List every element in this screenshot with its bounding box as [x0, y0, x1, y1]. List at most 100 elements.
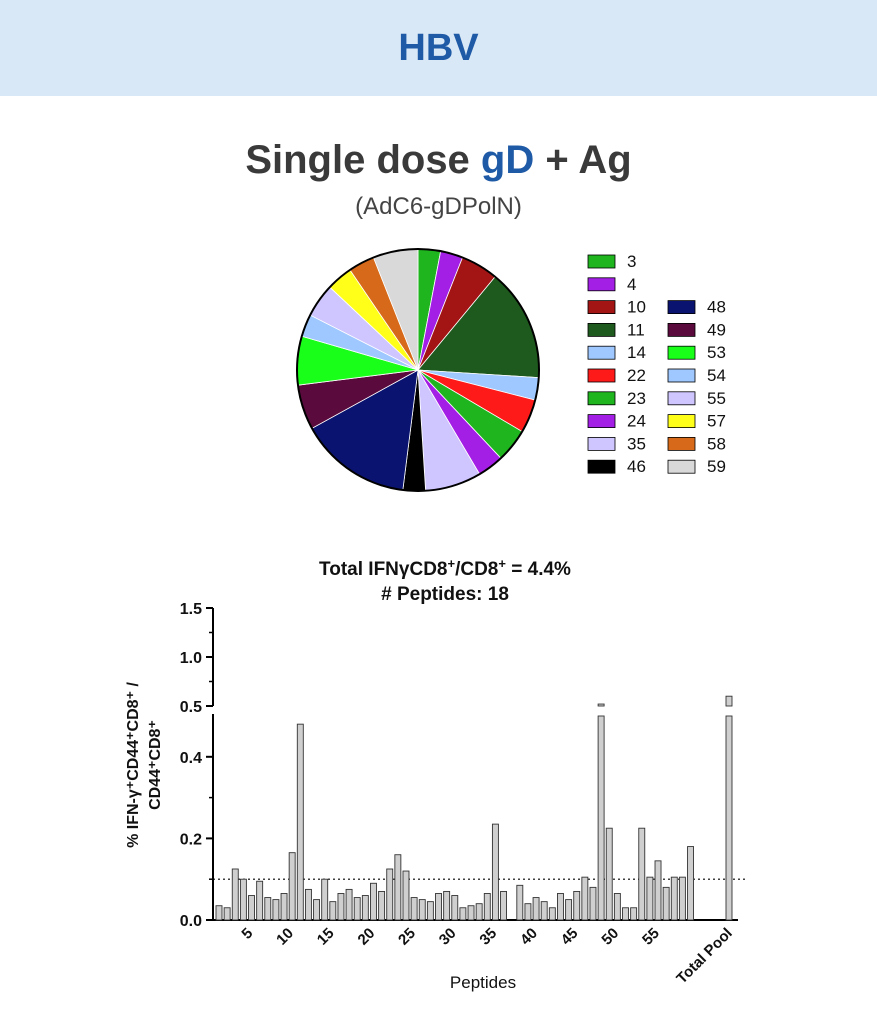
x-tick-label: 20	[355, 925, 379, 949]
legend-swatch-58	[667, 436, 696, 451]
bar-marks	[215, 695, 733, 921]
legend-swatch-49	[667, 323, 696, 337]
x-tick-label: 5	[238, 925, 256, 943]
bar-peptide-29	[443, 890, 451, 921]
legend-label-11: 11	[627, 320, 645, 339]
legend-label-58: 58	[707, 434, 726, 453]
y-tick-label: 0.0	[180, 913, 202, 930]
legend-label-3: 3	[627, 252, 636, 271]
bar-peptide-31	[459, 907, 467, 921]
x-tick-label: 10	[273, 925, 297, 949]
bar-peptide-56	[662, 886, 670, 921]
legend-label-59: 59	[707, 457, 726, 476]
y-tick-label: 0.5	[180, 699, 202, 716]
bar-peptide-38	[516, 884, 524, 921]
legend-swatch-24	[587, 414, 616, 429]
bar-peptide-17	[345, 888, 353, 921]
bar-peptide-28	[435, 893, 442, 921]
bar-peptide-11	[296, 723, 304, 921]
bar-peptide-52	[630, 907, 638, 921]
bar-peptide-45	[573, 890, 581, 921]
bar-peptide-1	[215, 905, 223, 921]
figure-title-part2: + Ag	[534, 138, 632, 182]
legend-label-24: 24	[627, 412, 646, 431]
bar-peptide-30	[451, 895, 459, 921]
bar-peptide-20	[370, 882, 377, 921]
bar-peptide-2	[223, 907, 231, 921]
bar-peptide-41	[540, 901, 548, 921]
y-tick-label: 0.2	[180, 831, 202, 848]
bar-peptide-50	[613, 893, 621, 921]
bar-peptide-55	[654, 860, 662, 921]
legend-swatch-11	[587, 323, 616, 337]
bar-peptide-9	[280, 893, 288, 921]
bar-peptide-21	[378, 890, 386, 921]
bar-peptide-32	[467, 905, 475, 921]
header-banner: HBV	[0, 0, 877, 96]
legend-swatch-23	[587, 391, 616, 406]
bar-peptide-40	[532, 897, 540, 921]
y-axis-label-line1-text: % IFN-γ⁺CD44⁺CD8⁺ /	[125, 682, 142, 848]
x-tick-label: 40	[517, 925, 541, 949]
pie-legend: 3 4 10 11 14 22 23 24 35 46 48 49 53 54 55 57 58 59	[587, 252, 726, 476]
bar-peptide-34	[483, 893, 491, 921]
y-tick-label: 1.0	[180, 650, 202, 667]
bar-peptide-23	[394, 854, 402, 921]
figure-title: Single dose gD + Ag	[0, 138, 877, 183]
legend-swatch-59	[667, 459, 696, 474]
x-tick-label: 45	[558, 925, 582, 949]
bar-peptide-39	[524, 903, 532, 921]
bar-peptide-46	[581, 876, 589, 921]
x-tick-label: 15	[314, 925, 338, 949]
legend-label-48: 48	[707, 298, 726, 317]
figure-title-accent: gD	[480, 138, 535, 182]
bar-chart-title-line2: # Peptides: 18	[381, 584, 509, 605]
y-axis-label-line2-text: CD44⁺CD8⁺	[147, 720, 164, 810]
legend-label-10: 10	[627, 298, 646, 317]
bar-peptide-48-upper	[597, 703, 605, 707]
figure-subtitle: (AdC6-gDPolN)	[355, 193, 522, 220]
bar-chart: Total IFNγCD8+/CD8+ = 4.4% # Peptides: 1…	[125, 556, 748, 992]
bar-peptide-27	[426, 901, 434, 921]
x-tick-label: 35	[476, 925, 500, 949]
legend-label-14: 14	[627, 343, 646, 362]
bar-peptide-10	[288, 852, 296, 921]
legend-label-57: 57	[707, 412, 726, 431]
legend-label-49: 49	[707, 320, 726, 339]
bar-peptide-24	[402, 870, 410, 921]
bar-peptide-47	[589, 886, 597, 921]
legend-swatch-35	[587, 436, 616, 451]
pie-slices	[296, 248, 540, 492]
bar-peptide-16	[337, 893, 345, 921]
bar-peptide-22	[386, 868, 394, 921]
bar-peptide-35	[491, 823, 499, 921]
bar-peptide-18	[353, 897, 361, 921]
bar-peptide-15	[329, 901, 337, 921]
bar-peptide-4	[239, 878, 247, 921]
legend-swatch-48	[667, 300, 696, 314]
bar-peptide-8	[272, 899, 280, 921]
bar-peptide-12	[304, 888, 312, 921]
x-axis-label: Peptides	[450, 973, 516, 992]
legend-swatch-3	[587, 254, 616, 269]
bar-peptide-6	[256, 880, 264, 921]
legend-label-53: 53	[707, 343, 726, 362]
legend-label-22: 22	[627, 366, 646, 385]
x-tick-label: 25	[395, 925, 419, 949]
legend-swatch-54	[667, 368, 696, 383]
legend-swatch-22	[587, 368, 616, 383]
legend-label-54: 54	[707, 366, 726, 385]
legend-swatch-55	[667, 391, 696, 406]
x-tick-label: Total Pool	[673, 925, 736, 988]
bar-peptide-48	[597, 715, 605, 921]
bar-peptide-49	[605, 827, 613, 921]
bar-peptide-26	[418, 899, 426, 921]
legend-swatch-57	[667, 414, 696, 429]
bar-total-pool	[725, 715, 733, 921]
bar-peptide-44	[565, 899, 573, 921]
bar-peptide-57	[670, 876, 678, 921]
bar-total-pool-upper	[725, 695, 733, 707]
figure-title-part1: Single dose	[245, 138, 481, 182]
bar-peptide-54	[646, 876, 654, 921]
bar-peptide-7	[264, 897, 272, 921]
